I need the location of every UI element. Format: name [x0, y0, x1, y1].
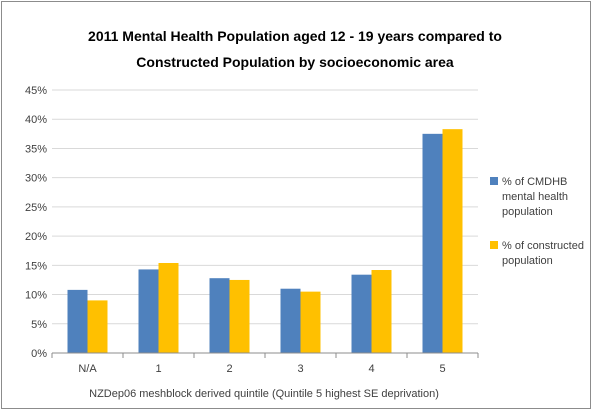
x-tick-label: 5: [439, 363, 445, 375]
x-tick-label: 3: [297, 363, 303, 375]
legend: % of CMDHB mental health population % of co…: [490, 176, 584, 267]
y-tick-label: 45%: [25, 85, 47, 97]
y-tick-label: 15%: [25, 260, 47, 272]
bar-series-2-0: [87, 300, 108, 353]
bar-series-2-3: [300, 291, 321, 353]
x-tick-label: 4: [368, 363, 374, 375]
y-axis-ticks: 0% 5% 10% 15% 20% 25% 30% 35% 40% 45%: [25, 85, 47, 360]
y-tick-label: 25%: [25, 202, 47, 214]
bar-series-1-0: [67, 289, 88, 353]
bar-series-1-5: [422, 133, 443, 353]
legend-swatch-1: [490, 177, 498, 185]
y-tick-label: 0%: [31, 348, 47, 360]
x-tick-label: N/A: [78, 363, 97, 375]
chart-title-line-1: 2011 Mental Health Population aged 12 - …: [88, 28, 502, 44]
chart-title-line-2: Constructed Population by socioeconomic …: [136, 54, 454, 70]
gridlines: [52, 89, 478, 325]
x-axis-label: NZDep06 meshblock derived quintile (Quin…: [89, 388, 439, 400]
legend-label-1: mental health: [502, 191, 568, 203]
legend-label-2: % of constructed: [502, 240, 584, 252]
bar-series-1-3: [280, 288, 301, 353]
legend-label-1: % of CMDHB: [502, 176, 567, 188]
bars: [67, 129, 463, 353]
y-tick-label: 35%: [25, 143, 47, 155]
bar-series-1-2: [209, 278, 230, 353]
bar-series-2-5: [442, 129, 463, 353]
legend-label-1: population: [502, 206, 553, 218]
x-tick-label: 1: [155, 363, 161, 375]
y-tick-label: 10%: [25, 290, 47, 302]
bar-series-2-2: [229, 279, 250, 353]
y-tick-label: 40%: [25, 114, 47, 126]
legend-label-2: population: [502, 255, 553, 267]
legend-swatch-2: [490, 241, 498, 249]
bar-series-2-1: [158, 262, 179, 353]
bar-series-1-4: [351, 274, 372, 353]
y-tick-label: 20%: [25, 231, 47, 243]
bar-series-2-4: [371, 270, 392, 353]
x-axis: [51, 352, 479, 358]
x-tick-label: 2: [226, 363, 232, 375]
x-axis-ticks: N/A 1 2 3 4 5: [78, 363, 445, 375]
y-tick-label: 5%: [31, 319, 47, 331]
y-tick-label: 30%: [25, 173, 47, 185]
bar-series-1-1: [138, 269, 159, 353]
